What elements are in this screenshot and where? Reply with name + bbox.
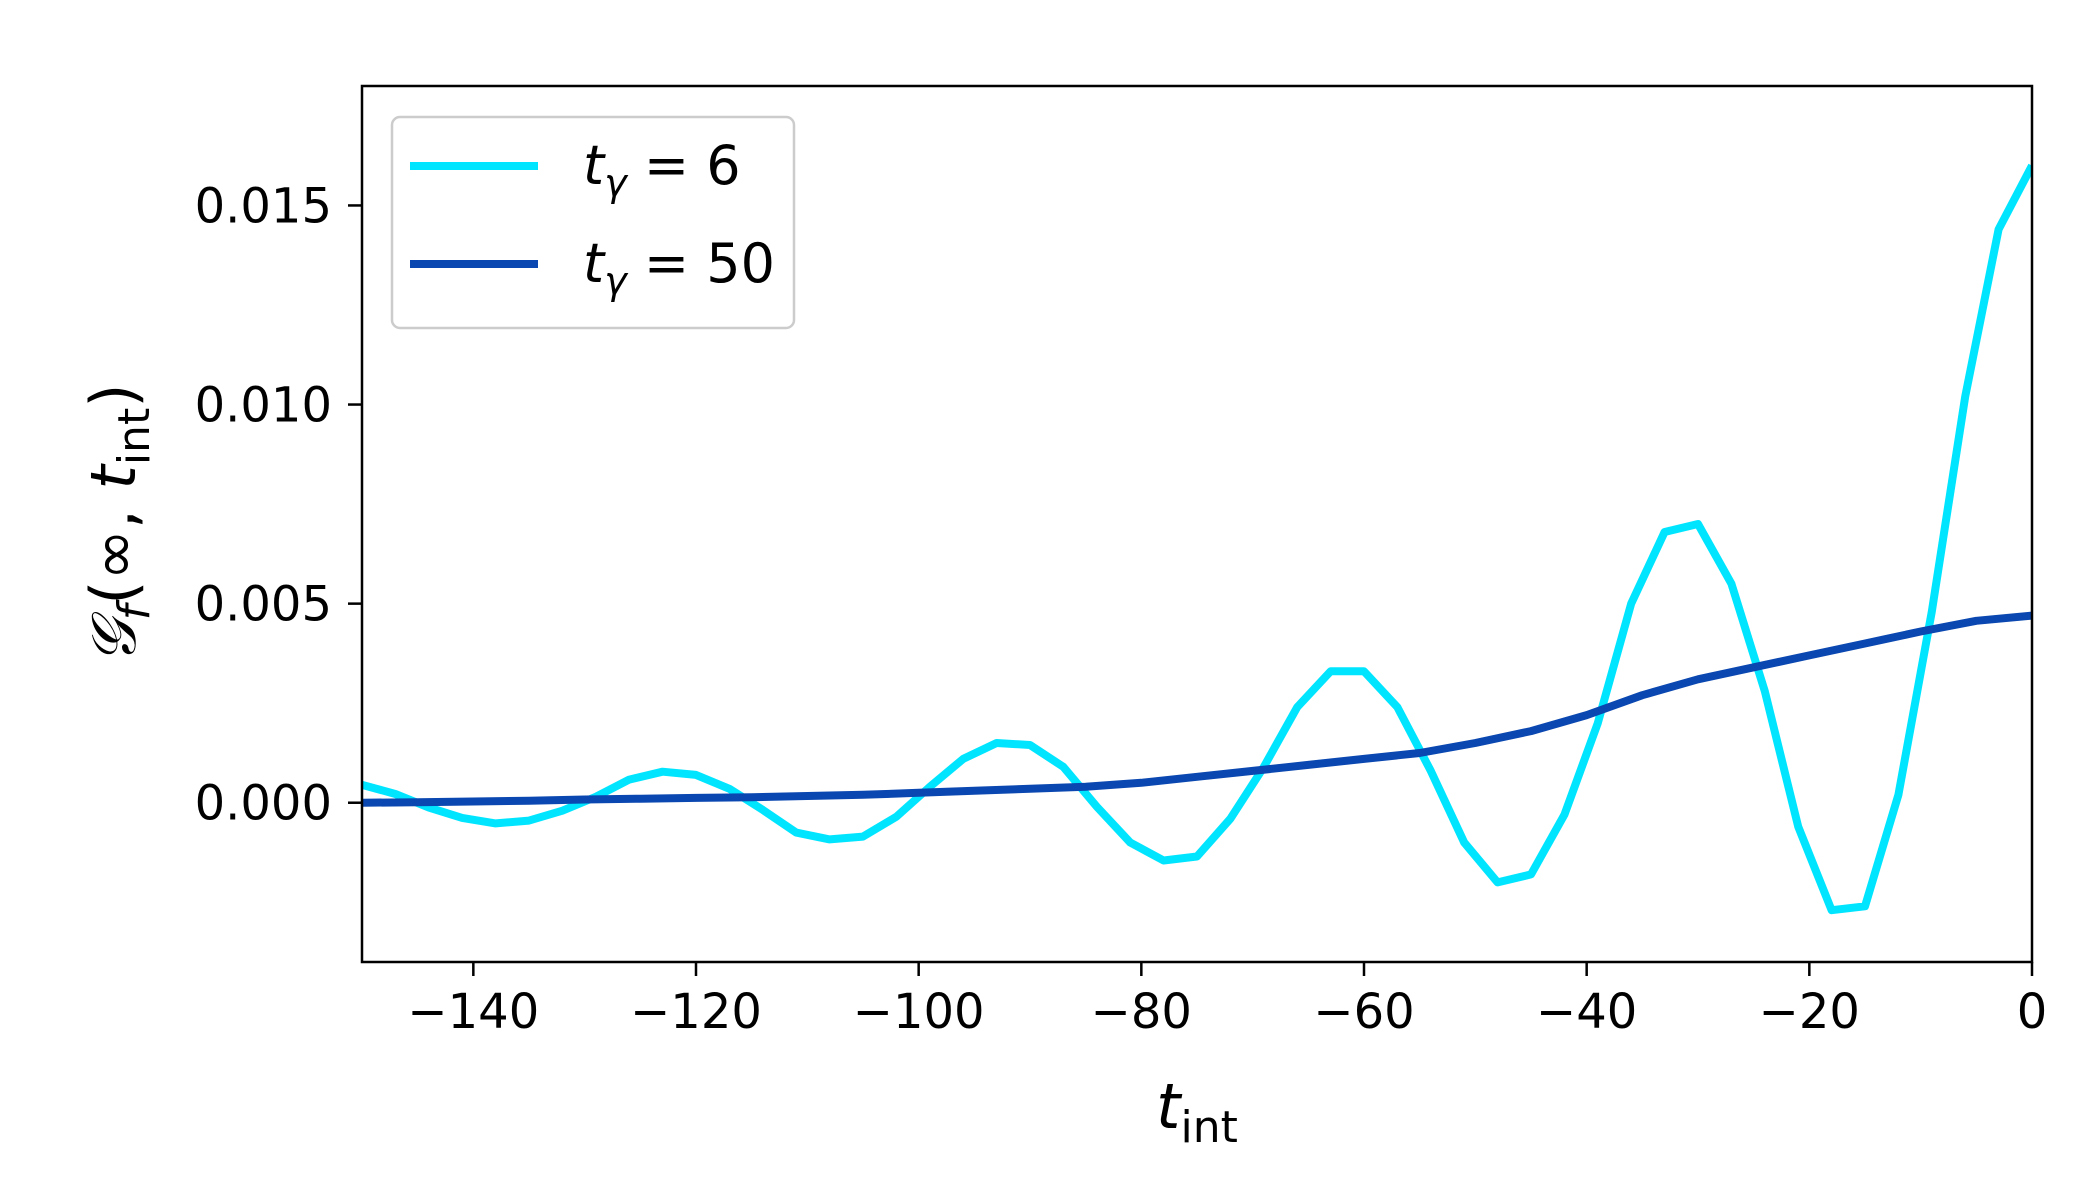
series-line-1 [362, 611, 2032, 807]
series-line-0 [362, 163, 2032, 915]
x-axis-label: tint [1156, 1070, 1238, 1153]
legend-label-t-gamma-50-rest: = 50 [627, 232, 775, 295]
x-tick-label: −80 [1091, 984, 1192, 1040]
x-tick-label: −40 [1536, 984, 1637, 1040]
legend: tγ = 6 tγ = 50 [390, 115, 796, 330]
legend-label-t-gamma-6-t: t [583, 134, 606, 197]
y-tick-label: 0.000 [195, 776, 332, 832]
x-tick-label: −60 [1313, 984, 1414, 1040]
series-layer [362, 163, 2032, 915]
x-tick-label: 0 [2017, 984, 2048, 1040]
x-axis: −140 −120 −100 −80 −60 −40 −20 0 [407, 962, 2047, 1040]
legend-label-t-gamma-6-sub: γ [604, 161, 629, 205]
x-tick-label: −100 [853, 984, 985, 1040]
y-axis-label-middle: (∞, [77, 489, 150, 604]
legend-label-t-gamma-6: tγ = 6 [583, 134, 741, 205]
y-axis-label-t: t [77, 462, 150, 489]
y-tick-label: 0.005 [195, 577, 332, 633]
y-axis-label-close: ) [77, 384, 150, 408]
legend-label-t-gamma-50-t: t [583, 232, 606, 295]
x-tick-label: −140 [407, 984, 539, 1040]
x-tick-label: −20 [1759, 984, 1860, 1040]
y-axis-label-sub2: int [109, 408, 160, 465]
y-tick-label: 0.010 [195, 378, 332, 434]
legend-label-t-gamma-50: tγ = 50 [583, 232, 775, 303]
x-tick-label: −120 [630, 984, 762, 1040]
x-axis-label-sub: int [1180, 1102, 1237, 1153]
legend-label-t-gamma-50-sub: γ [604, 259, 629, 303]
y-axis: 0.000 0.005 0.010 0.015 [195, 178, 362, 832]
plot-frame [360, 84, 2034, 964]
x-axis-label-main: t [1156, 1070, 1183, 1143]
legend-label-t-gamma-6-rest: = 6 [627, 134, 741, 197]
y-tick-label: 0.015 [195, 178, 332, 234]
